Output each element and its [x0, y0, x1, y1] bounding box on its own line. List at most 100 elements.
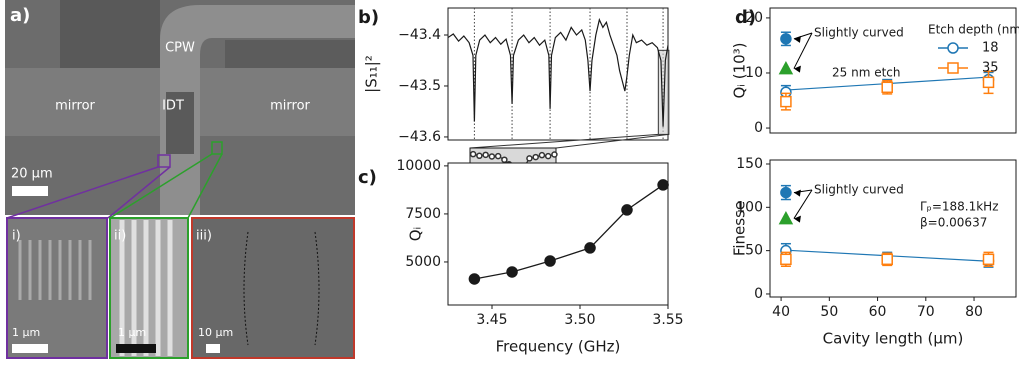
data-point: [780, 253, 792, 266]
data-point: [482, 151, 489, 159]
cpw: [160, 5, 355, 215]
x-tick-label: 3.55: [652, 312, 683, 328]
sem-region: [225, 40, 355, 68]
scale-bar: [12, 186, 48, 196]
data-point: [621, 204, 633, 216]
y-tick-label: −43.4: [398, 27, 441, 43]
data-point: [544, 255, 556, 267]
fingers: [119, 220, 173, 356]
panel-label: b): [358, 7, 379, 28]
y-tick-label: 10: [745, 65, 763, 81]
arrow-head: [793, 189, 801, 197]
x-tick-label: 3.45: [476, 312, 507, 328]
zoom-connector: [555, 133, 669, 149]
annotation: Slightly curved: [814, 26, 904, 40]
plot-frame: [769, 159, 1017, 298]
highlight-point: [780, 186, 792, 199]
data-point: [538, 151, 546, 159]
data-point: [982, 76, 995, 89]
sem-label: 1 µm: [12, 326, 40, 339]
data-point: [584, 242, 596, 254]
x-tick-label: 70: [917, 304, 935, 320]
annotation-arrow: [793, 32, 813, 69]
sem-label: iii): [196, 229, 212, 244]
scale-bar: [12, 344, 48, 353]
data-point: [468, 273, 481, 285]
data-point: [476, 152, 483, 160]
data-point: [544, 152, 552, 160]
zoom-box: [657, 49, 670, 135]
arrow-head: [793, 65, 801, 73]
cavity-outline: [243, 231, 320, 346]
sem-label: ii): [114, 229, 126, 244]
x-tick-label: 60: [869, 304, 887, 320]
sem-label: 1 µm: [118, 326, 146, 339]
x-tick-label: 80: [965, 304, 983, 320]
sem-region: [60, 0, 160, 68]
idt: [166, 92, 194, 154]
data-point: [506, 266, 518, 278]
data-point: [551, 151, 558, 158]
data-point: [780, 95, 792, 108]
y-tick-label: 100: [736, 199, 763, 215]
annotation: Slightly curved: [814, 183, 904, 197]
data-point: [526, 155, 533, 162]
y-tick-label: 20: [745, 10, 763, 26]
annotation: β=0.00637: [920, 216, 987, 230]
zoom-line: [6, 166, 171, 219]
plot-frame: [769, 7, 1017, 134]
panel-label: a): [10, 5, 30, 26]
y-axis-label: Qᵢ (10³): [731, 42, 749, 98]
data-point: [501, 156, 508, 163]
x-tick-label: 40: [772, 304, 790, 320]
legend-title: Etch depth (nm): [928, 23, 1019, 37]
sem-label: IDT: [162, 99, 184, 114]
arrow-head: [793, 35, 801, 43]
data-point: [657, 179, 669, 191]
x-axis-label: Cavity length (µm): [823, 330, 964, 348]
zoom-box: [157, 154, 171, 168]
sem-label: 20 µm: [11, 167, 53, 182]
idt-fingers: [18, 240, 92, 300]
data-point: [494, 152, 502, 160]
inset-iii: [191, 217, 355, 359]
legend-marker: [947, 62, 959, 74]
y-tick-label: 0: [754, 120, 763, 136]
zoom-line: [109, 153, 223, 219]
x-axis-label: Frequency (GHz): [496, 338, 621, 356]
zoom-connector: [469, 133, 659, 149]
y-axis-label: |S₁₁|²: [363, 55, 381, 93]
data-point: [469, 150, 477, 158]
scale-bar: [206, 344, 220, 353]
x-tick-label: 50: [820, 304, 838, 320]
sem-label: 10 µm: [198, 326, 233, 339]
legend-label: 35: [982, 61, 999, 76]
plot-frame: [447, 162, 669, 306]
panel-label: c): [358, 167, 377, 188]
sem-label: mirror: [55, 99, 95, 114]
data-point: [881, 81, 893, 94]
data-line: [447, 17, 669, 127]
data-point: [982, 253, 995, 266]
y-tick-label: 50: [745, 243, 763, 259]
data-line: [474, 184, 664, 280]
annotation-arrow: [793, 189, 813, 219]
y-axis-label: Finesse: [731, 201, 749, 256]
annotation: Γₚ=188.1kHz: [920, 200, 999, 214]
sem-label: CPW: [165, 41, 195, 56]
y-tick-label: −43.5: [398, 78, 441, 94]
y-tick-label: 150: [736, 156, 763, 172]
legend-label: 18: [982, 41, 999, 56]
sem-label: mirror: [270, 99, 310, 114]
highlight-point: [780, 33, 792, 45]
zoom-box: [211, 141, 223, 155]
data-point: [488, 153, 496, 160]
data-point: [881, 253, 893, 266]
sem-label: i): [12, 229, 21, 244]
highlight-point: [778, 61, 794, 75]
y-axis-label: Qᵢ: [407, 227, 425, 242]
x-tick-label: 3.50: [564, 312, 595, 328]
y-tick-label: 10000: [396, 158, 441, 174]
